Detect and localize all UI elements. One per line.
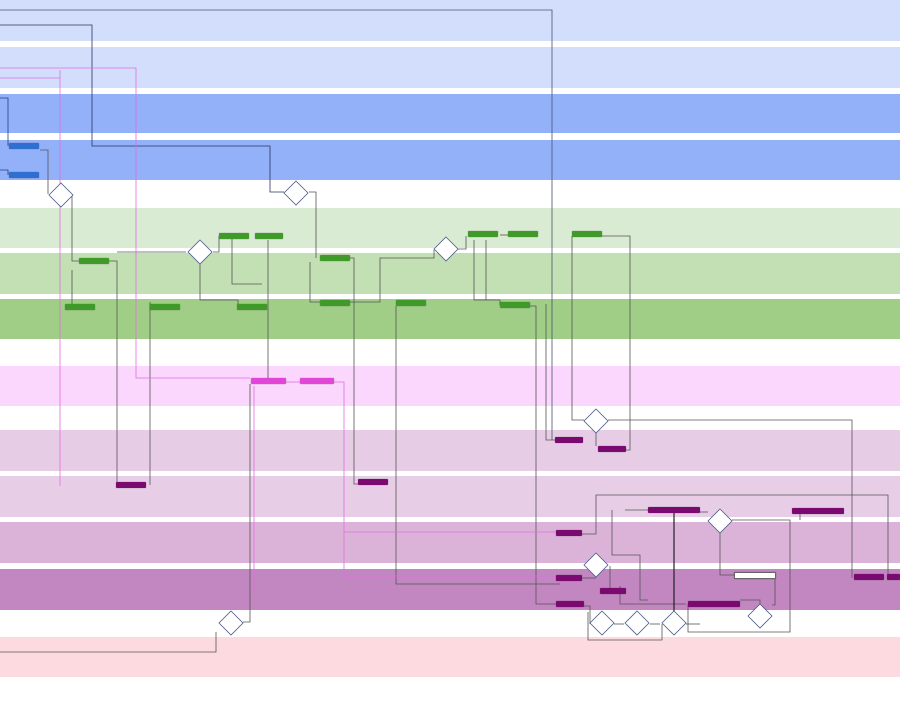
swimlane-11 [0,522,900,563]
connector [309,262,320,303]
connector [571,236,584,421]
connector [395,306,560,585]
decision-diamond [707,508,733,534]
process-box [320,255,350,261]
connector [243,384,251,623]
connector [0,97,9,146]
swimlane-4 [0,140,900,180]
connector [600,235,631,451]
decision-diamond [589,610,615,636]
process-box [150,304,180,310]
process-box [468,231,498,237]
process-box [9,143,39,149]
process-box [396,300,426,306]
connector [343,532,556,577]
connector [0,24,284,193]
process-box [887,574,900,580]
process-box [251,378,286,384]
connector [687,519,791,633]
process-box [320,300,350,306]
process-box [600,588,626,594]
connector [309,191,317,258]
process-box [9,172,39,178]
connector [584,605,591,624]
process-box [792,508,844,514]
connector [0,67,250,379]
connector [108,260,118,485]
connector [772,575,776,606]
process-box [358,479,388,485]
process-box [65,304,95,310]
connector [608,419,853,578]
process-box [79,258,109,264]
process-box [688,601,740,607]
swimlane-6 [0,253,900,294]
decision-diamond [661,610,687,636]
process-box [854,574,884,580]
process-box [598,446,626,452]
connector [587,612,663,641]
decision-diamond [747,603,773,629]
connector [0,9,553,440]
process-box [556,575,582,581]
decision-diamond [583,408,609,434]
connector [0,169,9,175]
process-box [734,572,776,579]
connector [213,236,220,253]
connector [545,304,556,441]
decision-diamond [283,180,309,206]
connector [40,149,49,194]
connector [458,236,467,250]
process-box [572,231,602,237]
decision-diamond [433,236,459,262]
process-box [648,507,700,513]
swimlane-3 [0,94,900,133]
process-box [500,302,530,308]
decision-diamond [187,239,213,265]
connector [0,632,217,653]
process-box [300,378,334,384]
connector [199,260,239,306]
connector [611,510,648,601]
process-box [508,231,538,237]
connector [719,532,735,576]
swimlane-1 [0,0,900,41]
connector [71,194,79,262]
process-box [255,233,283,239]
decision-diamond [218,610,244,636]
decision-diamond [48,182,74,208]
connector [350,257,358,485]
process-box [219,233,249,239]
connector [530,305,558,605]
process-box [237,304,267,310]
swimlane-2 [0,47,900,88]
process-box [556,530,582,536]
swimlane-13 [0,637,900,677]
connector [231,234,262,285]
process-box [556,601,584,607]
decision-diamond [583,552,609,578]
connector [334,381,556,533]
process-box [116,482,146,488]
connector [582,494,889,580]
decision-diamond [624,610,650,636]
connector [350,250,435,303]
process-box [555,437,583,443]
